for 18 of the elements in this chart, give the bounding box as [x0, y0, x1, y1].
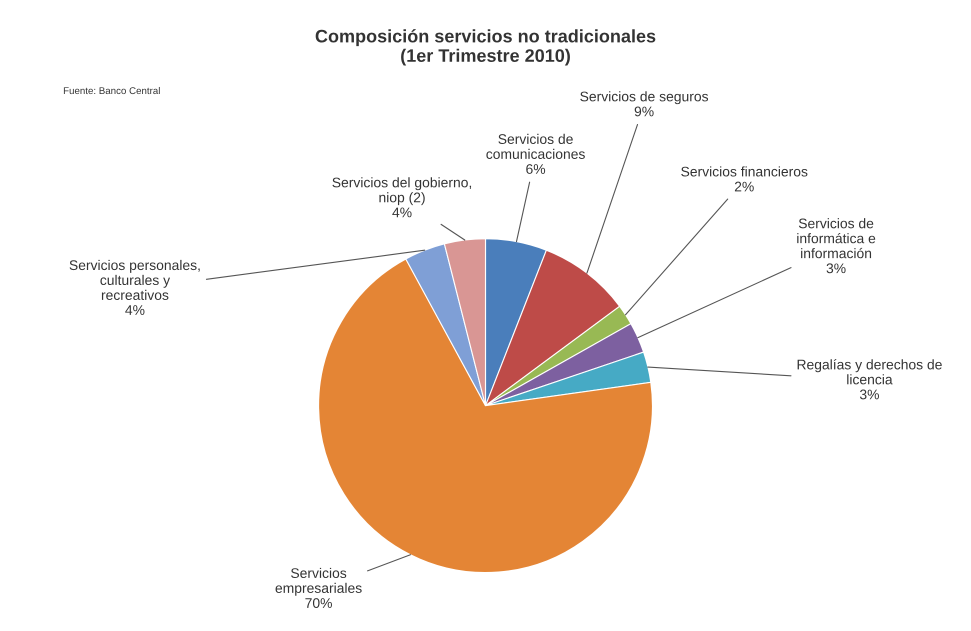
slice-label: Servicios de comunicaciones: [486, 134, 585, 159]
chart-title: Composición servicios no tradicionales (1er Trimestre 2010): [316, 29, 656, 66]
slice-label: Servicios de informática e información: [797, 218, 876, 258]
slice-label: Servicios de seguros: [580, 91, 708, 104]
slice-label: Servicios empresariales: [276, 568, 362, 596]
data-label: 9%: [634, 106, 654, 116]
data-label: 70%: [305, 598, 332, 608]
slice-label: Servicios personales, culturales y recreativos: [70, 260, 200, 300]
data-label: 3%: [860, 390, 879, 400]
slice-label: Regalías y derechos de licencia: [798, 359, 942, 384]
data-label: 6%: [526, 164, 546, 174]
data-label: 4%: [392, 208, 412, 218]
slice-label: Servicios del gobierno, niop (2): [332, 177, 472, 206]
data-label: 3%: [826, 263, 846, 274]
source-note: Fuente: Banco Central: [64, 86, 160, 94]
data-label: 4%: [125, 305, 144, 315]
slice-label: Servicios financieros: [681, 166, 808, 177]
data-label: 2%: [734, 182, 754, 192]
